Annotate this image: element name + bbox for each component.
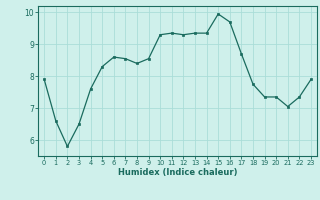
- X-axis label: Humidex (Indice chaleur): Humidex (Indice chaleur): [118, 168, 237, 177]
